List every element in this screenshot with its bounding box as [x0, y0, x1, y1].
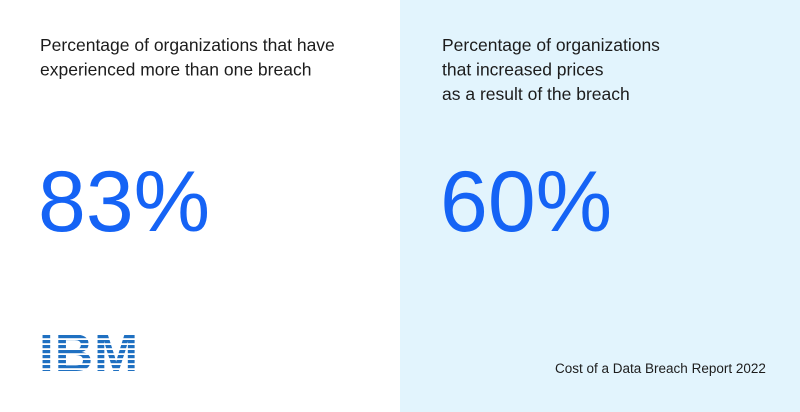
description-line: as a result of the breach — [442, 84, 630, 104]
stat-value: 60% — [440, 154, 612, 250]
description-line: Percentage of organizations — [442, 35, 660, 55]
stat-value: 83% — [38, 154, 210, 250]
logo: IBM — [39, 324, 139, 383]
left-panel — [0, 0, 400, 412]
right-panel — [400, 0, 800, 412]
description-line: Percentage of organizations that have — [40, 35, 335, 55]
description-line: experienced more than one breach — [40, 60, 311, 80]
footer: Cost of a Data Breach Report 2022 — [555, 361, 766, 376]
description-line: that increased prices — [442, 60, 604, 80]
